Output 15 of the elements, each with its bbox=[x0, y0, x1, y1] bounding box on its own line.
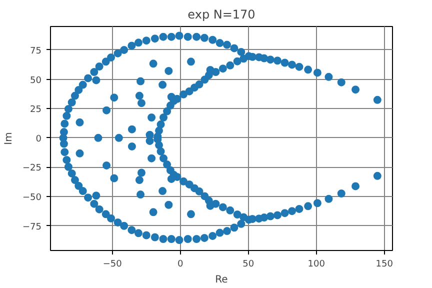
x-tick-label: 150 bbox=[376, 260, 394, 270]
x-tick-label: 100 bbox=[308, 260, 326, 270]
y-tick-label: −25 bbox=[22, 164, 42, 174]
y-tick-label: 75 bbox=[30, 46, 42, 56]
y-tick-label: 50 bbox=[30, 76, 42, 86]
x-tick-label: 50 bbox=[242, 260, 254, 270]
chart-title: exp N=170 bbox=[188, 8, 256, 22]
x-tick-label: 0 bbox=[178, 260, 184, 270]
y-tick-label: −50 bbox=[22, 193, 42, 204]
y-axis-title: Im bbox=[4, 132, 15, 145]
x-tick-label: −50 bbox=[102, 260, 122, 270]
y-tick-label: 0 bbox=[36, 134, 42, 144]
x-axis-title: Re bbox=[215, 274, 228, 286]
y-tick-label: −75 bbox=[22, 222, 42, 232]
y-tick-label: 25 bbox=[30, 105, 42, 116]
